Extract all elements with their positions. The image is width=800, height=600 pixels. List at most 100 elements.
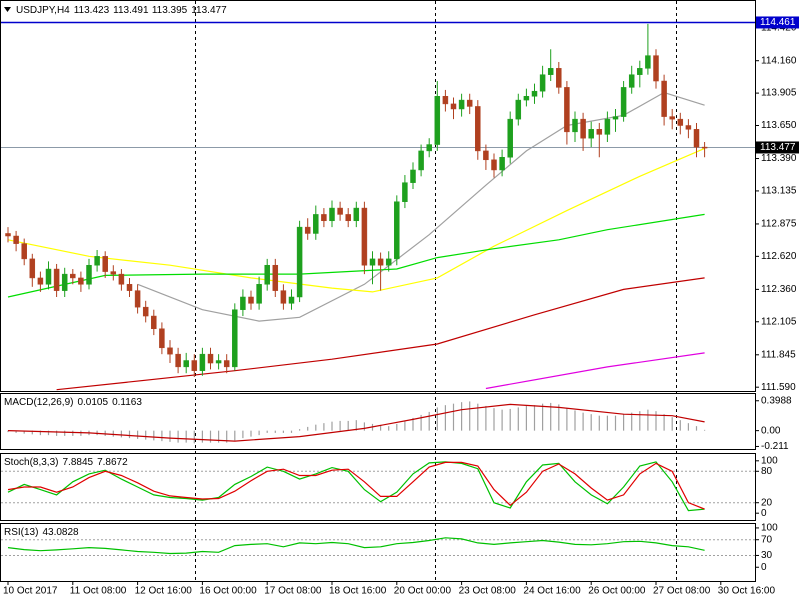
x-tick-label: 20 Oct 00:00 bbox=[394, 586, 452, 597]
x-tick-label: 24 Oct 16:00 bbox=[523, 586, 581, 597]
y-tick-label: 113.650 bbox=[761, 120, 797, 131]
macd-bar bbox=[250, 430, 252, 437]
macd-bar bbox=[655, 411, 657, 431]
y-tick-label: 114.160 bbox=[761, 55, 797, 66]
candle-body bbox=[126, 284, 133, 291]
x-tick-label: 18 Oct 16:00 bbox=[329, 586, 387, 597]
macd-bar bbox=[623, 414, 625, 431]
macd-bar bbox=[436, 407, 438, 431]
candle-body bbox=[167, 347, 173, 355]
candle-body bbox=[353, 207, 360, 222]
candle-body bbox=[653, 55, 659, 82]
candle-body bbox=[256, 284, 262, 304]
macd-bar bbox=[412, 417, 414, 431]
x-tick-label: 16 Oct 00:00 bbox=[199, 586, 257, 597]
y-tick-label: 20 bbox=[761, 497, 773, 508]
y-tick-label: 0 bbox=[761, 562, 767, 573]
price-tag-label: 114.461 bbox=[760, 17, 796, 28]
macd-bar bbox=[574, 410, 576, 431]
x-tick-label: 11 Oct 08:00 bbox=[70, 586, 127, 597]
candle-body bbox=[475, 106, 481, 152]
macd-bar bbox=[428, 411, 430, 431]
macd-bar bbox=[307, 426, 309, 431]
symbol-menu-arrow[interactable] bbox=[4, 7, 11, 12]
macd-bar bbox=[452, 403, 455, 431]
candle-body bbox=[248, 296, 254, 304]
macd-bar bbox=[266, 430, 268, 433]
indicator-value: 0.0105 bbox=[77, 397, 108, 408]
candle-body bbox=[369, 258, 376, 266]
candle-body bbox=[466, 99, 473, 107]
candle-body bbox=[61, 273, 68, 291]
y-tick-label: 30 bbox=[761, 550, 773, 561]
candle-body bbox=[151, 315, 157, 330]
candle-body bbox=[45, 268, 52, 285]
macd-bar bbox=[444, 405, 446, 431]
panel-frames bbox=[0, 0, 756, 582]
candle-body bbox=[483, 150, 489, 161]
candle-body bbox=[685, 125, 692, 130]
candle-body bbox=[142, 306, 149, 317]
y-tick-label: 112.360 bbox=[761, 284, 797, 295]
candle-body bbox=[110, 271, 117, 275]
indicator-name: MACD(12,26,9) bbox=[4, 397, 73, 408]
macd-signal bbox=[7, 403, 705, 442]
macd-bar bbox=[161, 430, 163, 442]
candle-body bbox=[491, 159, 497, 171]
y-tick-label: 112.620 bbox=[761, 251, 797, 262]
indicator-name: Stoch(8,3,3) bbox=[4, 457, 58, 468]
candle-body bbox=[321, 214, 327, 222]
candle-body bbox=[385, 258, 392, 266]
candle-body bbox=[564, 87, 570, 133]
macd-bar bbox=[315, 424, 317, 431]
indicator-value: 43.0828 bbox=[42, 527, 79, 538]
macd-bar bbox=[695, 426, 698, 431]
macd-bar bbox=[582, 412, 584, 431]
oscillator-line bbox=[7, 461, 705, 510]
candle-body bbox=[13, 235, 19, 244]
macd-bar bbox=[614, 415, 617, 431]
macd-bar bbox=[128, 430, 131, 439]
candle-body bbox=[507, 118, 513, 158]
candle-body bbox=[580, 118, 586, 139]
macd-bar bbox=[169, 430, 171, 442]
macd-bar bbox=[39, 430, 41, 436]
macd-bar bbox=[631, 412, 633, 431]
macd-bar bbox=[477, 403, 479, 431]
y-tick-label: 113.905 bbox=[761, 88, 797, 99]
y-tick-label: 113.390 bbox=[761, 153, 797, 164]
price-tag bbox=[756, 141, 799, 154]
x-tick-label: 27 Oct 08:00 bbox=[653, 586, 711, 597]
macd-bar bbox=[226, 430, 228, 443]
moving-average bbox=[7, 213, 705, 298]
macd-bar bbox=[218, 430, 220, 443]
candle-body bbox=[21, 243, 27, 260]
macd-bar bbox=[234, 430, 236, 441]
y-tick-label: 80 bbox=[761, 466, 773, 477]
candle-body bbox=[661, 80, 667, 117]
macd-bar bbox=[56, 430, 58, 436]
candle-body bbox=[53, 268, 60, 291]
candle-body bbox=[102, 256, 108, 272]
macd-bar bbox=[331, 421, 333, 431]
chart-header: USDJPY,H4 113.423 113.491 113.395 113.477 bbox=[16, 5, 227, 16]
macd-bar bbox=[558, 404, 560, 431]
y-tick-label: 100 bbox=[761, 523, 778, 534]
y-tick-label: 113.135 bbox=[761, 186, 797, 197]
macd-bar bbox=[647, 409, 649, 431]
macd-bar bbox=[120, 430, 122, 438]
oscillator-line bbox=[7, 461, 705, 512]
candle-body bbox=[175, 353, 181, 368]
macd-bar bbox=[517, 407, 519, 431]
candle-body bbox=[394, 201, 400, 260]
candle-body bbox=[515, 99, 522, 120]
y-tick-label: 111.590 bbox=[761, 382, 796, 393]
y-tick-label: 112.105 bbox=[761, 316, 797, 327]
candle-body bbox=[5, 233, 11, 237]
macd-bar bbox=[469, 401, 471, 431]
indicator-name: RSI(13) bbox=[4, 527, 38, 538]
y-tick-label: 112.875 bbox=[761, 219, 797, 230]
candle-body bbox=[29, 258, 36, 279]
macd-bar bbox=[137, 430, 139, 439]
